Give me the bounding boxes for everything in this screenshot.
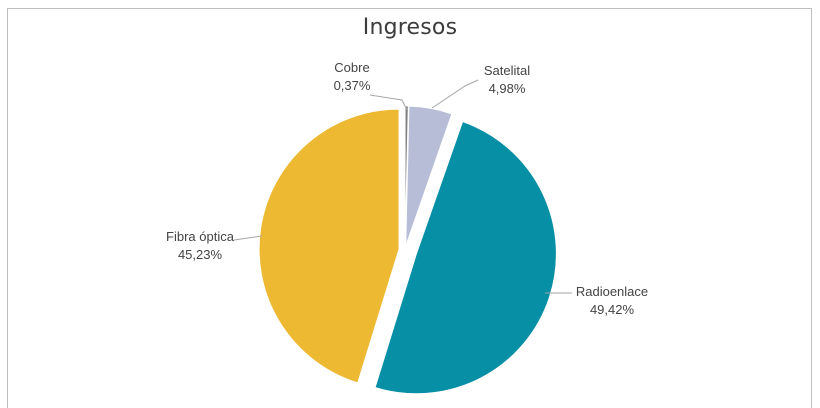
leader-line-satelital: [431, 79, 479, 109]
slice-percent-satelital: 4,98%: [489, 81, 526, 96]
pie-slice-fibra-ptica: [258, 108, 400, 384]
slice-percent-cobre: 0,37%: [334, 78, 371, 93]
slice-name-fibra-ptica: Fibra óptica: [166, 229, 235, 244]
slice-percent-fibra-ptica: 45,23%: [178, 247, 223, 262]
slice-name-satelital: Satelital: [484, 63, 530, 78]
leader-line-fibra-ptica: [233, 235, 263, 241]
slice-name-radioenlace: Radioenlace: [576, 284, 648, 299]
slice-percent-radioenlace: 49,42%: [590, 302, 635, 317]
leader-line-cobre: [369, 94, 408, 111]
pie-slice-radioenlace: [374, 120, 557, 395]
pie-slice-satelital: [405, 105, 453, 247]
slice-name-cobre: Cobre: [334, 60, 369, 75]
chart-title: Ingresos: [362, 15, 458, 40]
